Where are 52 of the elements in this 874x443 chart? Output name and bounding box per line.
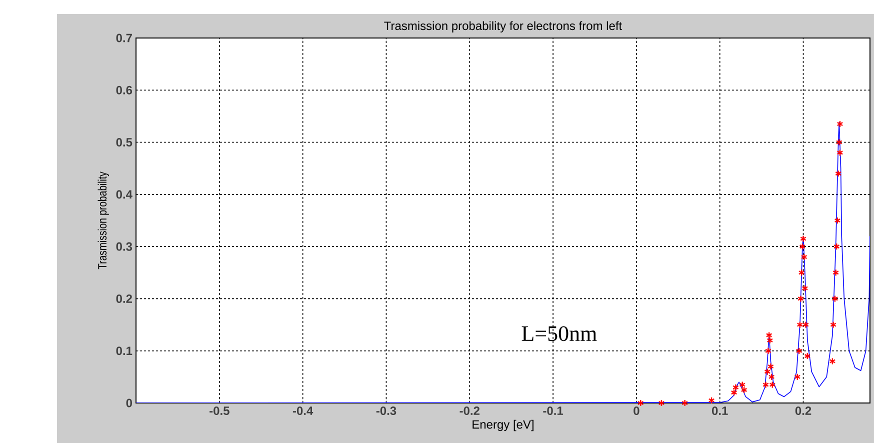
- point: [658, 399, 665, 407]
- point: [836, 149, 844, 156]
- point: [834, 216, 841, 224]
- point: [796, 321, 804, 328]
- x-tick-label: 0: [634, 406, 640, 416]
- point: [732, 384, 739, 391]
- y-tick-label: 0: [126, 398, 132, 408]
- point: [708, 396, 715, 404]
- line-series: [136, 122, 870, 403]
- point: [798, 269, 805, 276]
- x-tick-label: -0.2: [460, 406, 480, 416]
- point: [802, 284, 808, 292]
- x-tick-label: -0.1: [543, 406, 564, 416]
- point: [637, 399, 644, 407]
- y-tick-label: 0.7: [116, 34, 132, 42]
- point: [799, 242, 806, 250]
- point: [794, 373, 801, 381]
- point: [800, 235, 806, 242]
- point: [804, 352, 811, 360]
- y-axis-title: Trasmission probability: [98, 172, 109, 270]
- y-tick-label: 0.6: [116, 86, 132, 94]
- point: [765, 347, 772, 354]
- point: [802, 321, 809, 328]
- point: [798, 295, 804, 302]
- y-tick-label: 0.5: [116, 138, 132, 147]
- point: [682, 399, 688, 407]
- x-tick-label: -0.5: [210, 406, 230, 416]
- point: [768, 362, 774, 370]
- point: [832, 269, 839, 276]
- x-axis-title: Energy [eV]: [472, 420, 534, 432]
- point: [796, 347, 802, 354]
- chart-title: Trasmission probability for electrons from left: [384, 21, 622, 32]
- y-tick-label: 0.3: [116, 242, 132, 251]
- point: [835, 170, 842, 178]
- x-tick-label: 0.1: [712, 406, 728, 416]
- point: [836, 138, 842, 146]
- x-tick-label: -0.4: [292, 406, 314, 416]
- point: [829, 358, 836, 365]
- point: [836, 120, 844, 128]
- y-tick-label: 0.4: [116, 190, 132, 199]
- point: [769, 381, 776, 388]
- point: [830, 321, 836, 328]
- point: [833, 242, 840, 250]
- y-tick-label: 0.1: [116, 346, 132, 356]
- point: [800, 253, 808, 261]
- annotation: L=50nm: [522, 326, 597, 342]
- point: [730, 388, 738, 396]
- x-tick-label: -0.3: [376, 406, 396, 416]
- point: [832, 295, 838, 302]
- point: [762, 381, 769, 388]
- y-tick-label: 0.2: [116, 294, 132, 303]
- x-tick-label: 0.2: [795, 406, 812, 416]
